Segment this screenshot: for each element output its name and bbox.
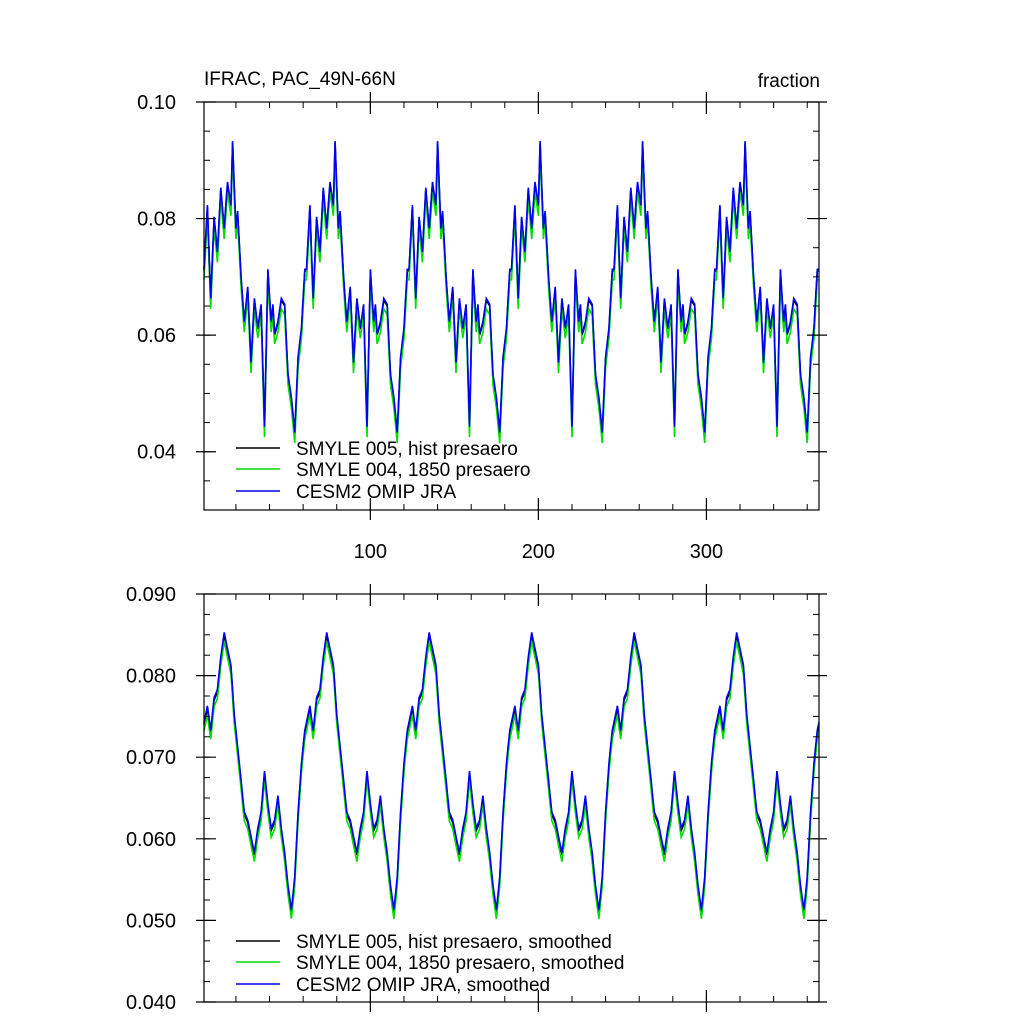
top-chart-panel: IFRAC, PAC_49N-66N fraction 0.04 0.06 0.08… (137, 69, 827, 563)
y-tick-label: 0.060 (126, 829, 176, 851)
legend-label-smyle004: SMYLE 004, 1850 presaero (296, 460, 531, 481)
axis-ticks (196, 584, 827, 1012)
chart-title: IFRAC, PAC_49N-66N (204, 69, 396, 90)
x-tick-label: 100 (354, 541, 387, 563)
legend-label-cesm2: CESM2 OMIP JRA (296, 482, 456, 503)
y-tick-labels: 0.040 0.050 0.060 0.070 0.080 0.090 (126, 584, 176, 1014)
y-tick-label: 0.050 (126, 910, 176, 932)
y-tick-label: 0.080 (126, 666, 176, 688)
x-tick-labels: 100 200 300 (354, 541, 723, 563)
x-tick-label: 200 (522, 541, 555, 563)
series-line-smyle-004-1850-presaero (203, 151, 819, 444)
y-tick-label: 0.040 (126, 992, 176, 1014)
y-tick-label: 0.08 (137, 209, 176, 231)
legend-label-smyle004-smoothed: SMYLE 004, 1850 presaero, smoothed (296, 953, 624, 974)
series-line-smyle-004-1850-presaero-smoothed (203, 641, 820, 919)
legend-label-smyle005-smoothed: SMYLE 005, hist presaero, smoothed (296, 932, 612, 953)
y-tick-labels: 0.04 0.06 0.08 0.10 (137, 92, 176, 464)
legend: SMYLE 005, hist presaero SMYLE 004, 1850… (236, 439, 531, 503)
axis-ticks (196, 92, 827, 520)
x-tick-label: 300 (690, 541, 723, 563)
series-lines (203, 141, 819, 444)
y-tick-label: 0.090 (126, 584, 176, 606)
y-tick-label: 0.10 (137, 92, 176, 114)
legend-label-smyle005: SMYLE 005, hist presaero (296, 439, 518, 460)
y-tick-label: 0.04 (137, 442, 176, 464)
units-label: fraction (758, 71, 820, 92)
series-lines (203, 632, 820, 919)
legend: SMYLE 005, hist presaero, smoothed SMYLE… (236, 932, 624, 996)
series-line-cesm2-omip-jra-smoothed (203, 632, 820, 910)
y-tick-label: 0.070 (126, 747, 176, 769)
y-tick-label: 0.06 (137, 325, 176, 347)
bottom-chart-panel: 0.040 0.050 0.060 0.070 0.080 0.090 SMYLE 005… (126, 584, 827, 1014)
series-line-cesm2-omip-jra (203, 141, 819, 433)
legend-label-cesm2-smoothed: CESM2 OMIP JRA, smoothed (296, 975, 550, 996)
